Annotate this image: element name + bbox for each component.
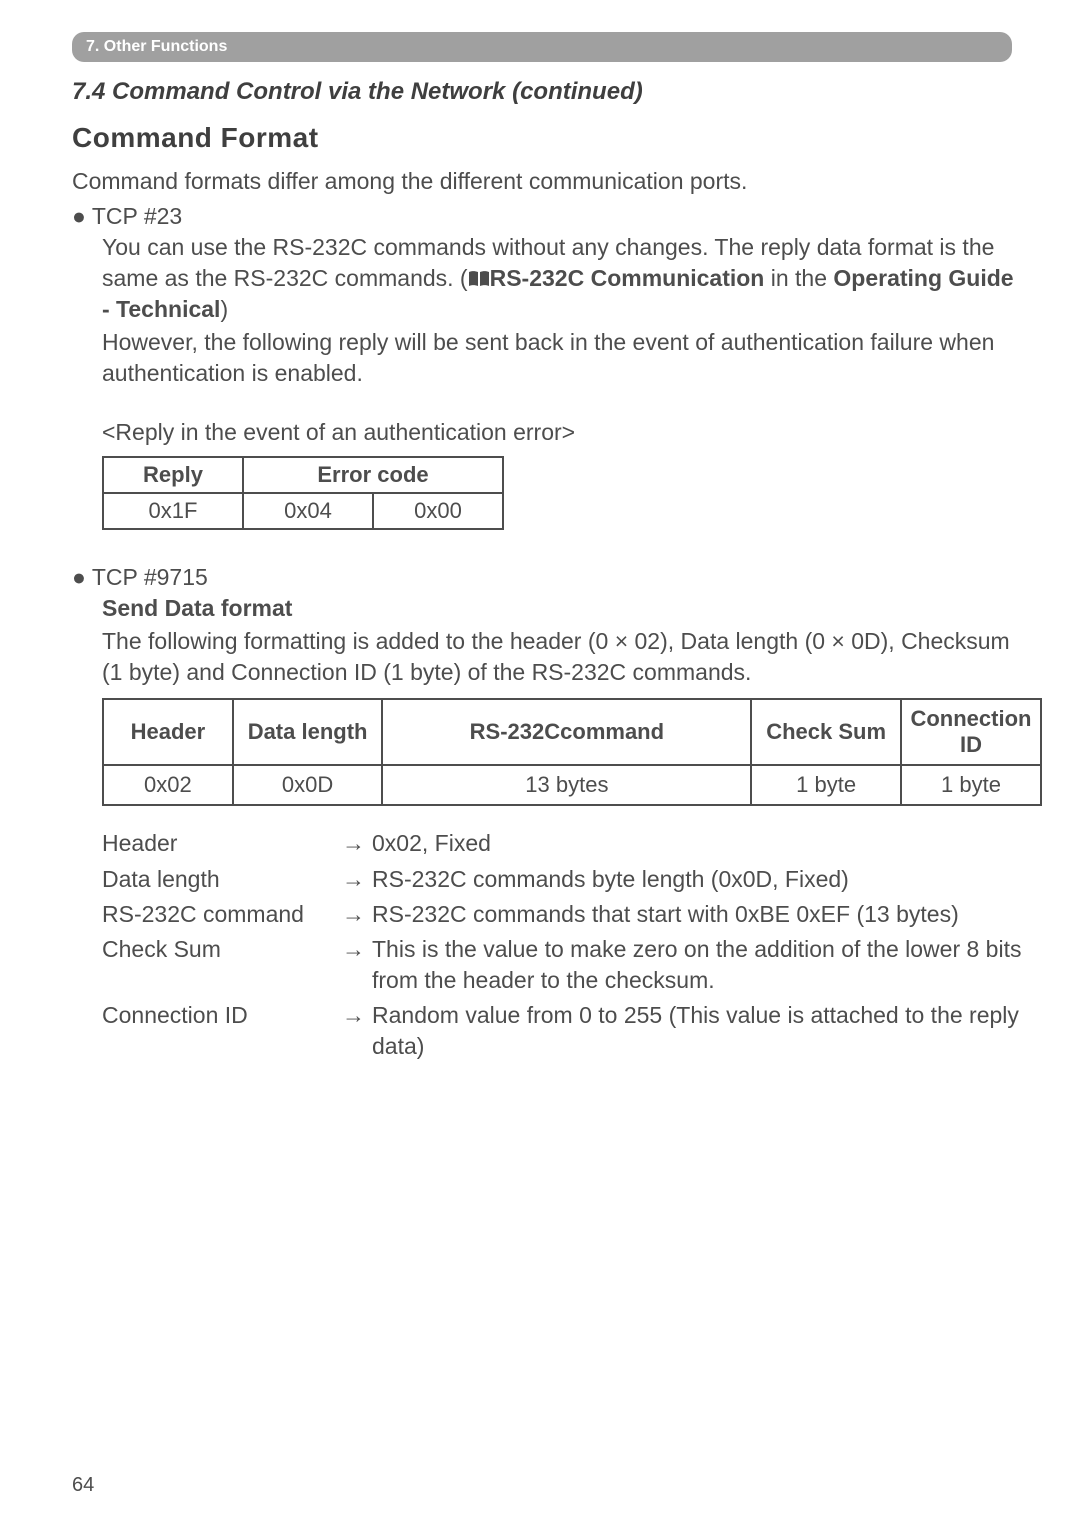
- t2-r1c5: 1 byte: [901, 765, 1041, 805]
- t2-h1: Header: [103, 699, 233, 765]
- def-label-1: Data length: [102, 864, 342, 895]
- def-value-1: RS-232C commands byte length (0x0D, Fixe…: [372, 864, 1024, 895]
- subtitle: 7.4 Command Control via the Network (con…: [72, 78, 1024, 106]
- command-format-heading: Command Format: [72, 122, 1024, 154]
- def-row-2: RS-232C command → RS-232C commands that …: [102, 899, 1024, 930]
- table1-r1c3: 0x00: [373, 493, 503, 529]
- def-label-4: Connection ID: [102, 1000, 342, 1062]
- def-label-3: Check Sum: [102, 934, 342, 996]
- def-value-3: This is the value to make zero on the ad…: [372, 934, 1024, 996]
- def-row-3: Check Sum → This is the value to make ze…: [102, 934, 1024, 996]
- def-row-4: Connection ID → Random value from 0 to 2…: [102, 1000, 1024, 1062]
- def-value-0: 0x02, Fixed: [372, 828, 1024, 859]
- t2-r1c3: 13 bytes: [382, 765, 751, 805]
- table1-r1c1: 0x1F: [103, 493, 243, 529]
- tcp23-p1e: ): [220, 296, 228, 322]
- send-data-heading: Send Data format: [102, 593, 1024, 624]
- reply-table: Reply Error code 0x1F 0x04 0x00: [102, 456, 504, 530]
- tcp9715-bullet: ● TCP #9715: [72, 564, 1024, 591]
- arrow-icon: →: [342, 864, 372, 895]
- def-label-0: Header: [102, 828, 342, 859]
- table1-h1: Reply: [103, 457, 243, 493]
- arrow-icon: →: [342, 1000, 372, 1062]
- send-data-table: Header Data length RS-232Ccommand Check …: [102, 698, 1042, 806]
- senddata-p1: The following formatting is added to the…: [102, 626, 1024, 688]
- arrow-icon: →: [342, 828, 372, 859]
- book-icon: [468, 265, 490, 283]
- table1-h2: Error code: [243, 457, 503, 493]
- t2-h4: Check Sum: [751, 699, 901, 765]
- tcp23-bullet: ● TCP #23: [72, 203, 1024, 230]
- tcp23-paragraph-1: You can use the RS-232C commands without…: [102, 232, 1024, 325]
- tcp23-p1c: in the: [764, 265, 833, 291]
- arrow-icon: →: [342, 899, 372, 930]
- tcp23-p1b: RS-232C Communication: [490, 265, 765, 291]
- reply-caption: <Reply in the event of an authentication…: [102, 417, 1024, 448]
- t2-h2: Data length: [233, 699, 383, 765]
- t2-r1c4: 1 byte: [751, 765, 901, 805]
- def-value-2: RS-232C commands that start with 0xBE 0x…: [372, 899, 1024, 930]
- page-number: 64: [72, 1474, 94, 1497]
- def-label-2: RS-232C command: [102, 899, 342, 930]
- section-tab: 7. Other Functions: [72, 32, 1012, 62]
- def-row-1: Data length → RS-232C commands byte leng…: [102, 864, 1024, 895]
- intro-text: Command formats differ among the differe…: [72, 166, 1024, 197]
- t2-r1c1: 0x02: [103, 765, 233, 805]
- tcp23-paragraph-2: However, the following reply will be sen…: [102, 327, 1024, 389]
- t2-h3: RS-232Ccommand: [382, 699, 751, 765]
- arrow-icon: →: [342, 934, 372, 996]
- def-value-4: Random value from 0 to 255 (This value i…: [372, 1000, 1024, 1062]
- t2-r1c2: 0x0D: [233, 765, 383, 805]
- def-row-0: Header → 0x02, Fixed: [102, 828, 1024, 859]
- t2-h5: Connection ID: [901, 699, 1041, 765]
- table1-r1c2: 0x04: [243, 493, 373, 529]
